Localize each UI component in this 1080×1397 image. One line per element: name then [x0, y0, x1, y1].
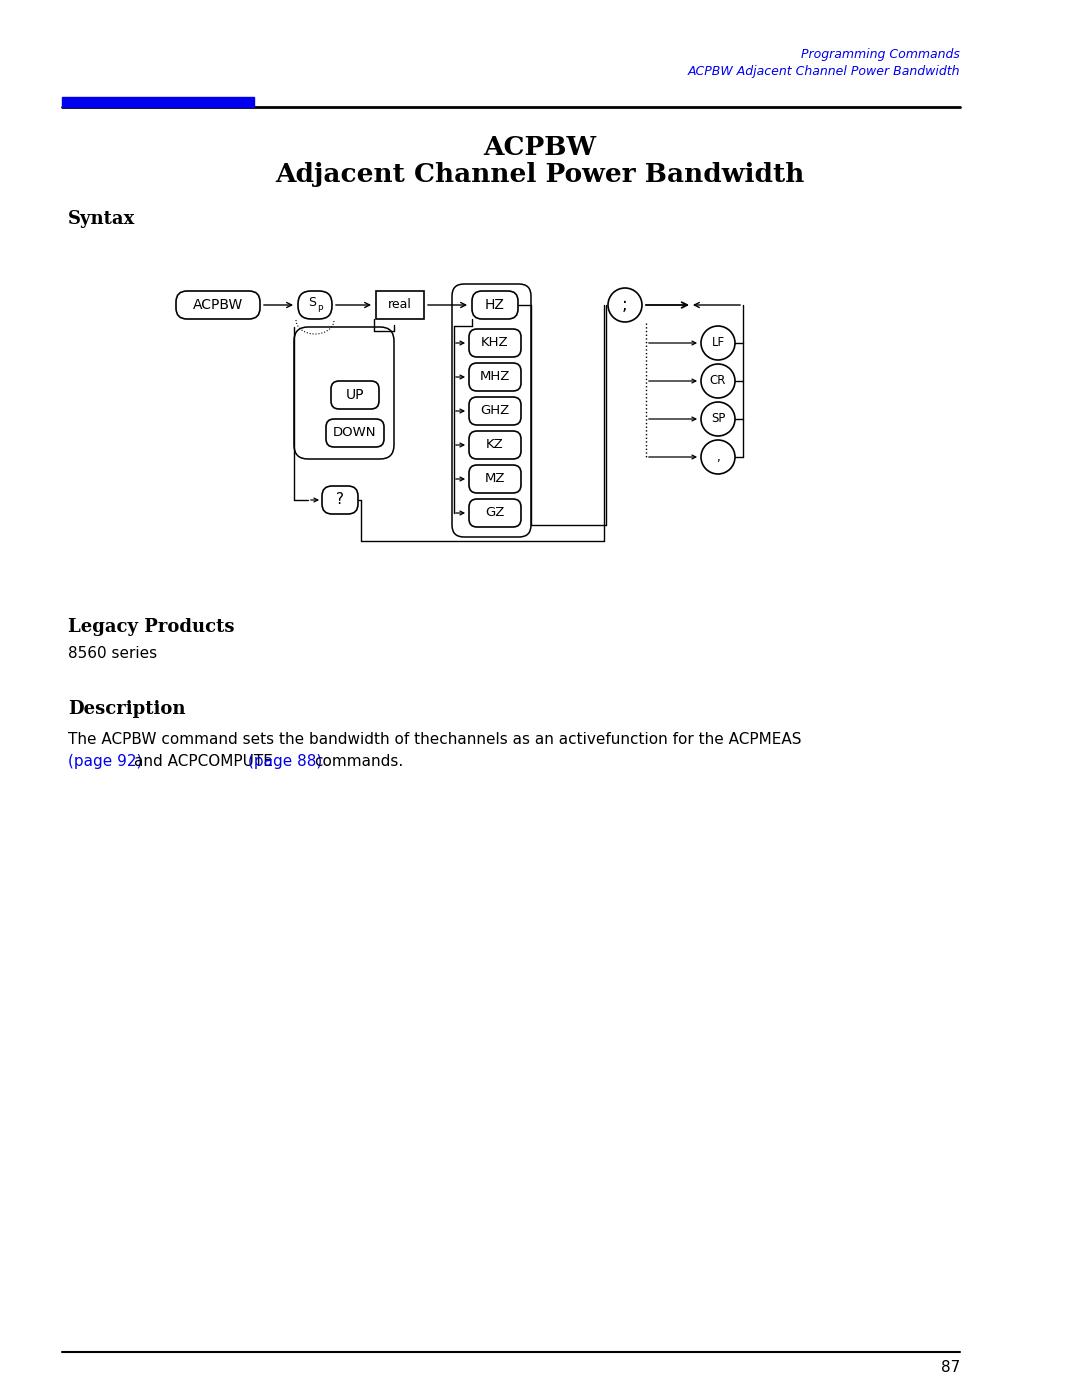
Text: ,: , [716, 450, 720, 464]
Text: ACPBW: ACPBW [193, 298, 243, 312]
Text: S: S [308, 296, 316, 310]
FancyBboxPatch shape [469, 397, 521, 425]
Text: and ACPCOMPUTE: and ACPCOMPUTE [134, 754, 273, 768]
Text: The ACPBW command sets the bandwidth of the​channels as an active​function for t: The ACPBW command sets the bandwidth of … [68, 732, 801, 747]
Text: Description: Description [68, 700, 186, 718]
Text: P: P [318, 306, 323, 314]
Text: ;: ; [622, 296, 627, 314]
FancyBboxPatch shape [298, 291, 332, 319]
Text: Syntax: Syntax [68, 210, 135, 228]
Text: LF: LF [712, 337, 725, 349]
Bar [62, 96, 254, 108]
Text: 8560 series: 8560 series [68, 645, 157, 661]
FancyBboxPatch shape [469, 432, 521, 460]
FancyBboxPatch shape [322, 486, 357, 514]
FancyBboxPatch shape [469, 330, 521, 358]
FancyBboxPatch shape [469, 363, 521, 391]
Text: Programming Commands: Programming Commands [801, 47, 960, 61]
Text: HZ: HZ [485, 298, 505, 312]
Text: real: real [388, 299, 411, 312]
FancyBboxPatch shape [330, 381, 379, 409]
Text: commands.: commands. [314, 754, 403, 768]
Text: KHZ: KHZ [482, 337, 509, 349]
Bar [376, 291, 424, 319]
FancyBboxPatch shape [469, 465, 521, 493]
Text: ACPBW: ACPBW [484, 136, 596, 161]
Text: Legacy Products: Legacy Products [68, 617, 234, 636]
Text: (page 88): (page 88) [248, 754, 322, 768]
Text: ACPBW Adjacent Channel Power Bandwidth: ACPBW Adjacent Channel Power Bandwidth [688, 66, 960, 78]
Text: GHZ: GHZ [481, 405, 510, 418]
Text: DOWN: DOWN [334, 426, 377, 440]
Text: KZ: KZ [486, 439, 504, 451]
Text: Adjacent Channel Power Bandwidth: Adjacent Channel Power Bandwidth [275, 162, 805, 187]
Text: CR: CR [710, 374, 726, 387]
FancyBboxPatch shape [472, 291, 518, 319]
FancyBboxPatch shape [326, 419, 384, 447]
FancyBboxPatch shape [176, 291, 260, 319]
Text: SP: SP [711, 412, 725, 426]
Text: (page 92): (page 92) [68, 754, 143, 768]
Text: ?: ? [336, 493, 345, 507]
Text: GZ: GZ [485, 507, 504, 520]
FancyBboxPatch shape [469, 499, 521, 527]
Text: MZ: MZ [485, 472, 505, 486]
Text: MHZ: MHZ [480, 370, 510, 384]
Text: 87: 87 [941, 1361, 960, 1375]
Text: UP: UP [346, 388, 364, 402]
